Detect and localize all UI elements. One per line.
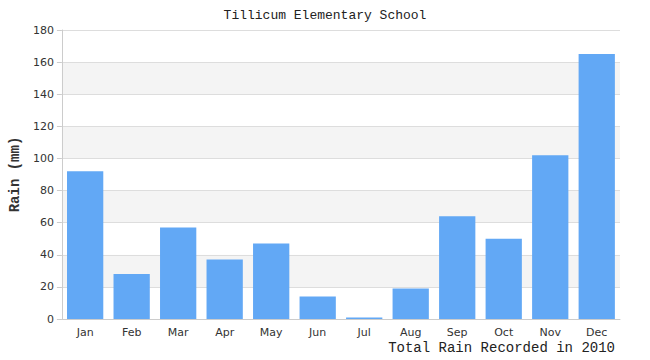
svg-text:Sep: Sep bbox=[447, 326, 468, 339]
svg-text:120: 120 bbox=[33, 120, 54, 133]
svg-text:0: 0 bbox=[47, 313, 54, 326]
svg-text:Jul: Jul bbox=[357, 326, 371, 339]
svg-text:Jun: Jun bbox=[308, 326, 326, 339]
svg-text:Aug: Aug bbox=[400, 326, 421, 339]
svg-text:20: 20 bbox=[40, 280, 54, 293]
svg-text:80: 80 bbox=[40, 184, 54, 197]
svg-text:Total Rain Recorded in 2010: Total Rain Recorded in 2010 bbox=[388, 340, 615, 356]
svg-text:Dec: Dec bbox=[586, 326, 607, 339]
svg-text:60: 60 bbox=[40, 216, 54, 229]
svg-text:Rain (mm): Rain (mm) bbox=[7, 137, 23, 213]
svg-text:May: May bbox=[260, 326, 283, 339]
svg-text:40: 40 bbox=[40, 248, 54, 261]
svg-text:Feb: Feb bbox=[122, 326, 141, 339]
svg-text:140: 140 bbox=[33, 88, 54, 101]
svg-text:Nov: Nov bbox=[540, 326, 562, 339]
svg-text:180: 180 bbox=[33, 24, 54, 37]
svg-text:Apr: Apr bbox=[215, 326, 235, 339]
svg-text:Oct: Oct bbox=[494, 326, 514, 339]
svg-text:Tillicum Elementary School: Tillicum Elementary School bbox=[224, 8, 427, 23]
svg-text:Mar: Mar bbox=[168, 326, 189, 339]
svg-text:Jan: Jan bbox=[76, 326, 94, 339]
svg-text:100: 100 bbox=[33, 152, 54, 165]
svg-text:160: 160 bbox=[33, 56, 54, 69]
